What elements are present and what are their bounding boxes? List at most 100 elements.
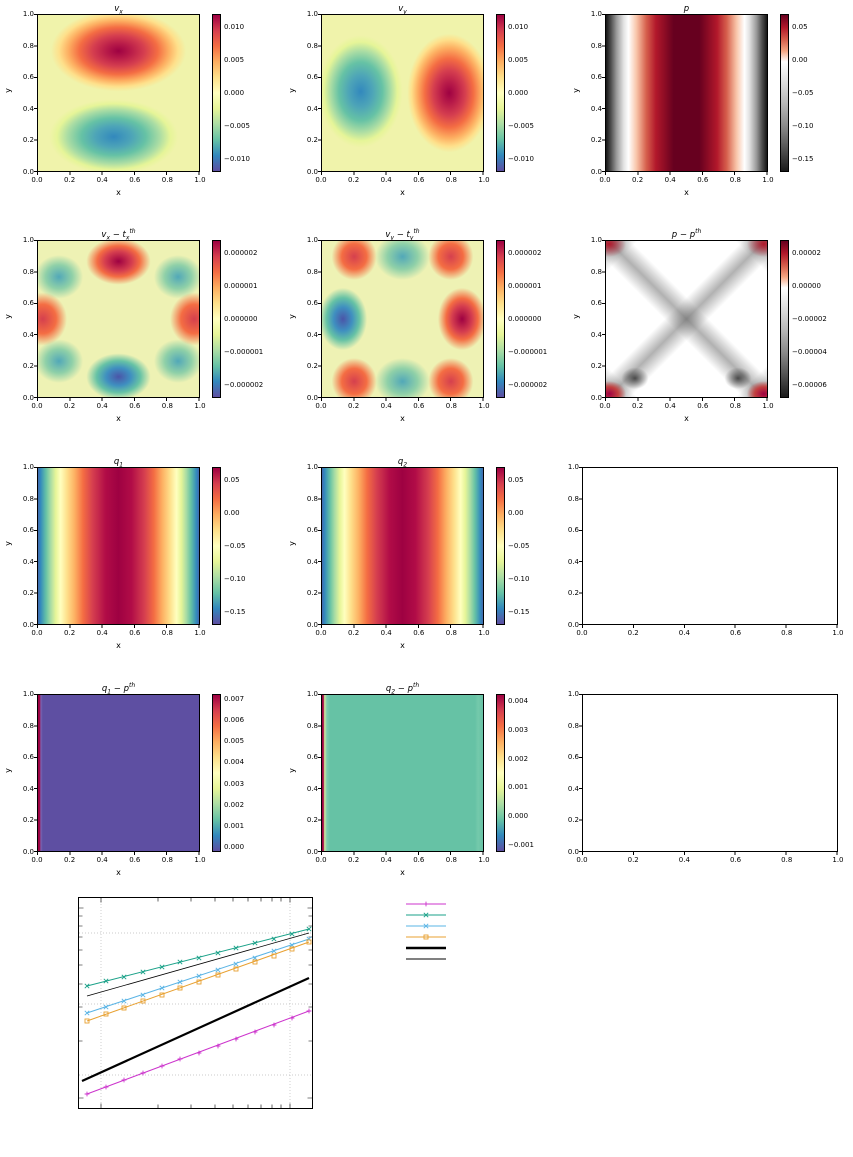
x-axis-label: x (684, 414, 689, 423)
x-axis-label: x (400, 641, 405, 650)
series-magenta-plus (84, 1008, 312, 1097)
plot-title: p (683, 3, 690, 14)
plot-title: q2 (397, 456, 408, 469)
tick-label: 1.0 (194, 856, 206, 864)
subplot-vx: vx y 1.0 0.8 0.6 0.4 0.2 0.0 0.0 0.2 0.4 0.6 0.8 1… (0, 0, 284, 226)
empty-axes (582, 694, 838, 852)
x-tick-marks (582, 852, 838, 855)
tick-label: 0.6 (129, 176, 141, 184)
colorbar-q1 (212, 467, 221, 625)
legend-item-skyblue-x (406, 923, 446, 929)
tick-label: 0.2 (64, 856, 76, 864)
gridlines (79, 898, 312, 1108)
plot-title: q1 − pth (101, 682, 136, 696)
x-tick-labels: 0.0 0.2 0.4 0.6 0.8 1.0 (31, 856, 205, 864)
colorbar-tick-labels: 0.000002 0.000001 0.000000 −0.000001 −0.0000… (508, 249, 548, 389)
tick-label: 0.6 (129, 856, 141, 864)
y-tick-marks (34, 240, 37, 398)
tick-label: 1.0 (832, 856, 844, 864)
series-skyblue-x (84, 936, 312, 1016)
y-tick-labels: 1.0 0.8 0.6 0.4 0.2 0.0 (567, 690, 579, 856)
empty-axes (582, 467, 838, 625)
tick-label: 0.2 (627, 629, 639, 637)
y-tick-labels: 1.0 0.8 0.6 0.4 0.2 0.0 (306, 690, 318, 856)
legend-item-magenta-plus (406, 901, 446, 907)
tick-label: 0.4 (96, 629, 108, 637)
y-tick-labels: 1.0 0.8 0.6 0.4 0.2 0.0 (306, 463, 318, 629)
heatmap-q2-error (321, 694, 484, 852)
tick-label: 0.6 (729, 629, 742, 637)
tick-label: 0.6 (413, 402, 425, 410)
tick-label: 0.2 (632, 176, 644, 184)
tick-label: 0.8 (729, 176, 741, 184)
tick-label: 0.6 (697, 402, 709, 410)
tick-label: 0.2 (64, 402, 76, 410)
colorbar-tick-labels: 0.010 0.005 0.000 −0.005 −0.010 (224, 23, 250, 163)
x-tick-marks (605, 398, 768, 401)
x-tick-labels: 0.0 0.2 0.4 0.6 0.8 1.0 (315, 856, 489, 864)
subplot-vy-error: vy − tyth y 1.0 0.8 0.6 0.4 0.2 0.0 0.0 0.2 0.4… (284, 226, 568, 453)
x-tick-labels: 0.0 0.2 0.4 0.6 0.8 1.0 (599, 176, 773, 184)
tick-label: 0.8 (729, 402, 741, 410)
y-tick-marks (34, 467, 37, 625)
heatmap-q1 (37, 467, 200, 625)
tick-label: 1.0 (194, 176, 206, 184)
y-tick-labels: 1.0 0.8 0.6 0.4 0.2 0.0 (22, 690, 34, 856)
x-tick-marks (37, 398, 200, 401)
tick-label: 0.0 (315, 402, 327, 410)
y-tick-marks (318, 467, 321, 625)
subplot-p-error: p − pth y 1.0 0.8 0.6 0.4 0.2 0.0 0.0 0.2 0.4 0.… (568, 226, 853, 453)
x-axis-label: x (116, 414, 121, 423)
convergence-plot-canvas (79, 898, 312, 1108)
tick-label: 0.4 (664, 176, 676, 184)
y-tick-marks (318, 14, 321, 172)
tick-label: 0.2 (348, 402, 360, 410)
tick-label: 0.0 (315, 176, 327, 184)
tick-label: 0.8 (781, 856, 793, 864)
heatmap-vx-error (37, 240, 200, 398)
thick-reference-line (81, 976, 310, 1083)
heatmap-q2 (321, 467, 484, 625)
tick-label: 0.8 (161, 856, 173, 864)
tick-label: 0.0 (599, 402, 611, 410)
x-tick-marks (37, 172, 200, 175)
tick-label: 0.0 (599, 176, 611, 184)
tick-label: 0.8 (161, 176, 173, 184)
tick-label: 0.2 (627, 856, 639, 864)
tick-label: 1.0 (478, 629, 490, 637)
plot-title: q1 (113, 456, 124, 469)
tick-label: 0.4 (380, 176, 392, 184)
tick-label: 1.0 (832, 629, 844, 637)
y-tick-labels: 1.0 0.8 0.6 0.4 0.2 0.0 (306, 10, 318, 176)
tick-label: 0.8 (445, 176, 457, 184)
tick-label: 0.0 (31, 856, 43, 864)
tick-label: 0.2 (64, 176, 76, 184)
y-tick-labels: 1.0 0.8 0.6 0.4 0.2 0.0 (567, 463, 579, 629)
tick-label: 0.4 (380, 629, 392, 637)
tick-label: 1.0 (194, 402, 206, 410)
series-teal-x (84, 926, 312, 989)
plot-title: vy (398, 3, 407, 16)
tick-label: 0.0 (31, 402, 43, 410)
colorbar-q1-error (212, 694, 221, 852)
colorbar-tick-labels: 0.05 0.00 −0.05 −0.10 −0.15 (792, 23, 814, 163)
tick-label: 0.8 (161, 629, 173, 637)
colorbar-tick-labels: 0.004 0.003 0.002 0.001 0.000 −0.001 (508, 697, 534, 849)
colorbar-vy-error (496, 240, 505, 398)
colorbar-vx-error (212, 240, 221, 398)
tick-label: 1.0 (478, 856, 490, 864)
tick-label: 0.0 (576, 856, 588, 864)
x-axis-label: x (116, 868, 121, 877)
y-tick-marks (602, 240, 605, 398)
tick-label: 0.6 (413, 856, 425, 864)
convergence-plot (78, 897, 313, 1109)
x-tick-labels: 0.0 0.2 0.4 0.6 0.8 1.0 (31, 402, 205, 410)
plot-title: vx − txth (101, 228, 136, 242)
y-tick-marks (579, 694, 582, 852)
y-tick-marks (318, 240, 321, 398)
y-tick-marks (318, 694, 321, 852)
tick-label: 0.8 (161, 402, 173, 410)
plot-title: p − pth (671, 228, 702, 240)
tick-label: 0.0 (315, 856, 327, 864)
